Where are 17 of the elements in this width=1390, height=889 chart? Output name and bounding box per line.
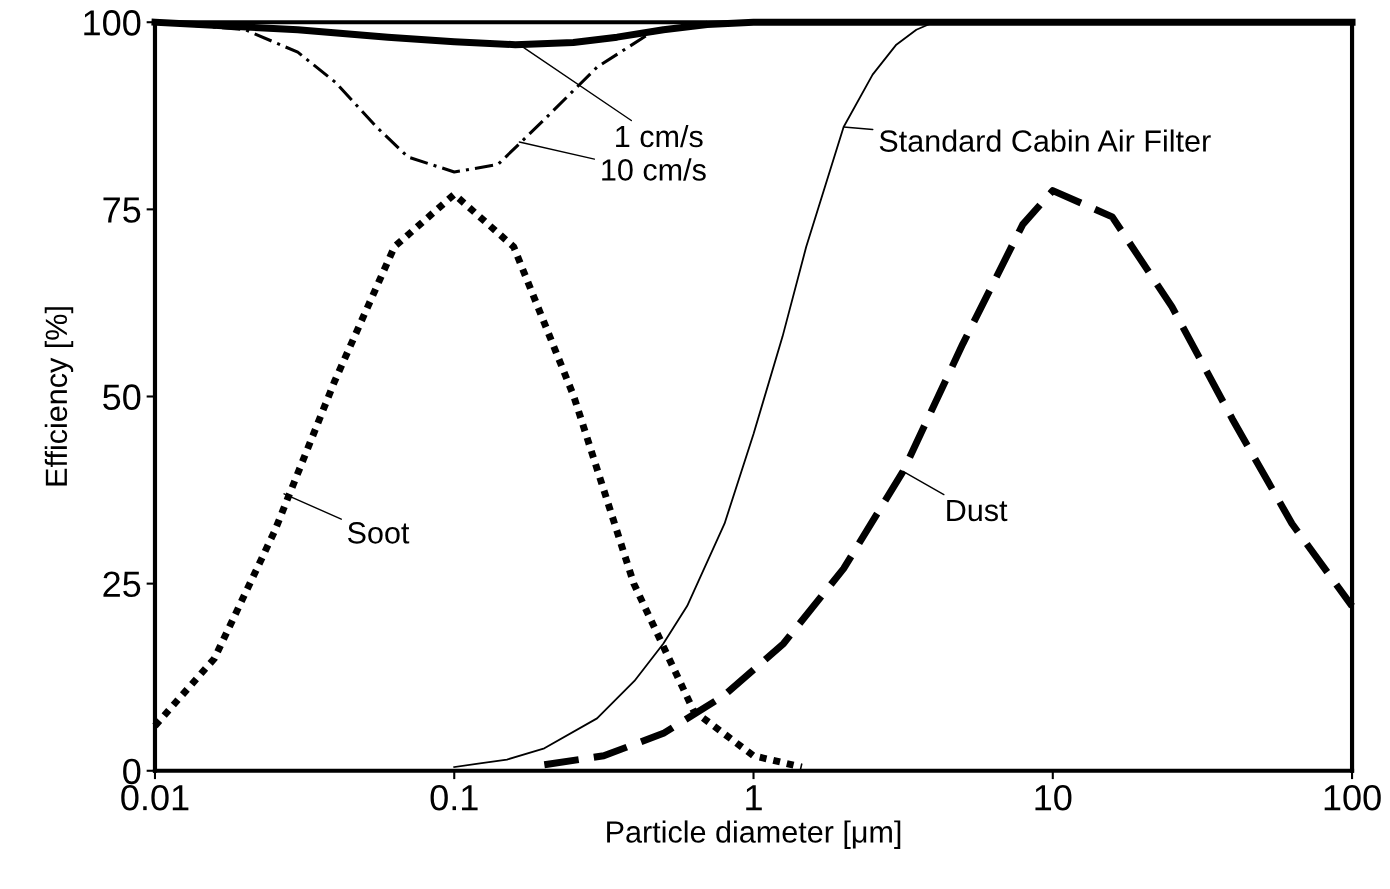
x-tick-label: 1: [746, 785, 762, 811]
y-tick-label: 0: [123, 758, 141, 785]
annotation: 1 cm/s: [616, 124, 703, 148]
x-tick-label: 100: [1324, 784, 1381, 811]
y-tick-label: 50: [103, 384, 141, 410]
y-tick-label: 25: [103, 571, 141, 598]
annotation: 10 cm/s: [602, 158, 706, 181]
y-tick-label: 75: [103, 197, 141, 223]
x-tick-label: 10: [1035, 784, 1072, 811]
x-axis-title: Particle diameter [μm]: [607, 820, 901, 849]
annotation: Standard Cabin Air Filter: [879, 129, 1211, 152]
y-axis-title: Efficiency [%]: [44, 307, 74, 486]
annotation: Dust: [947, 499, 1008, 522]
annotation: Soot: [347, 522, 410, 544]
x-tick-label: 0.01: [121, 784, 189, 811]
y-tick-label: 100: [84, 10, 141, 36]
x-tick-label: 0.1: [430, 784, 478, 811]
